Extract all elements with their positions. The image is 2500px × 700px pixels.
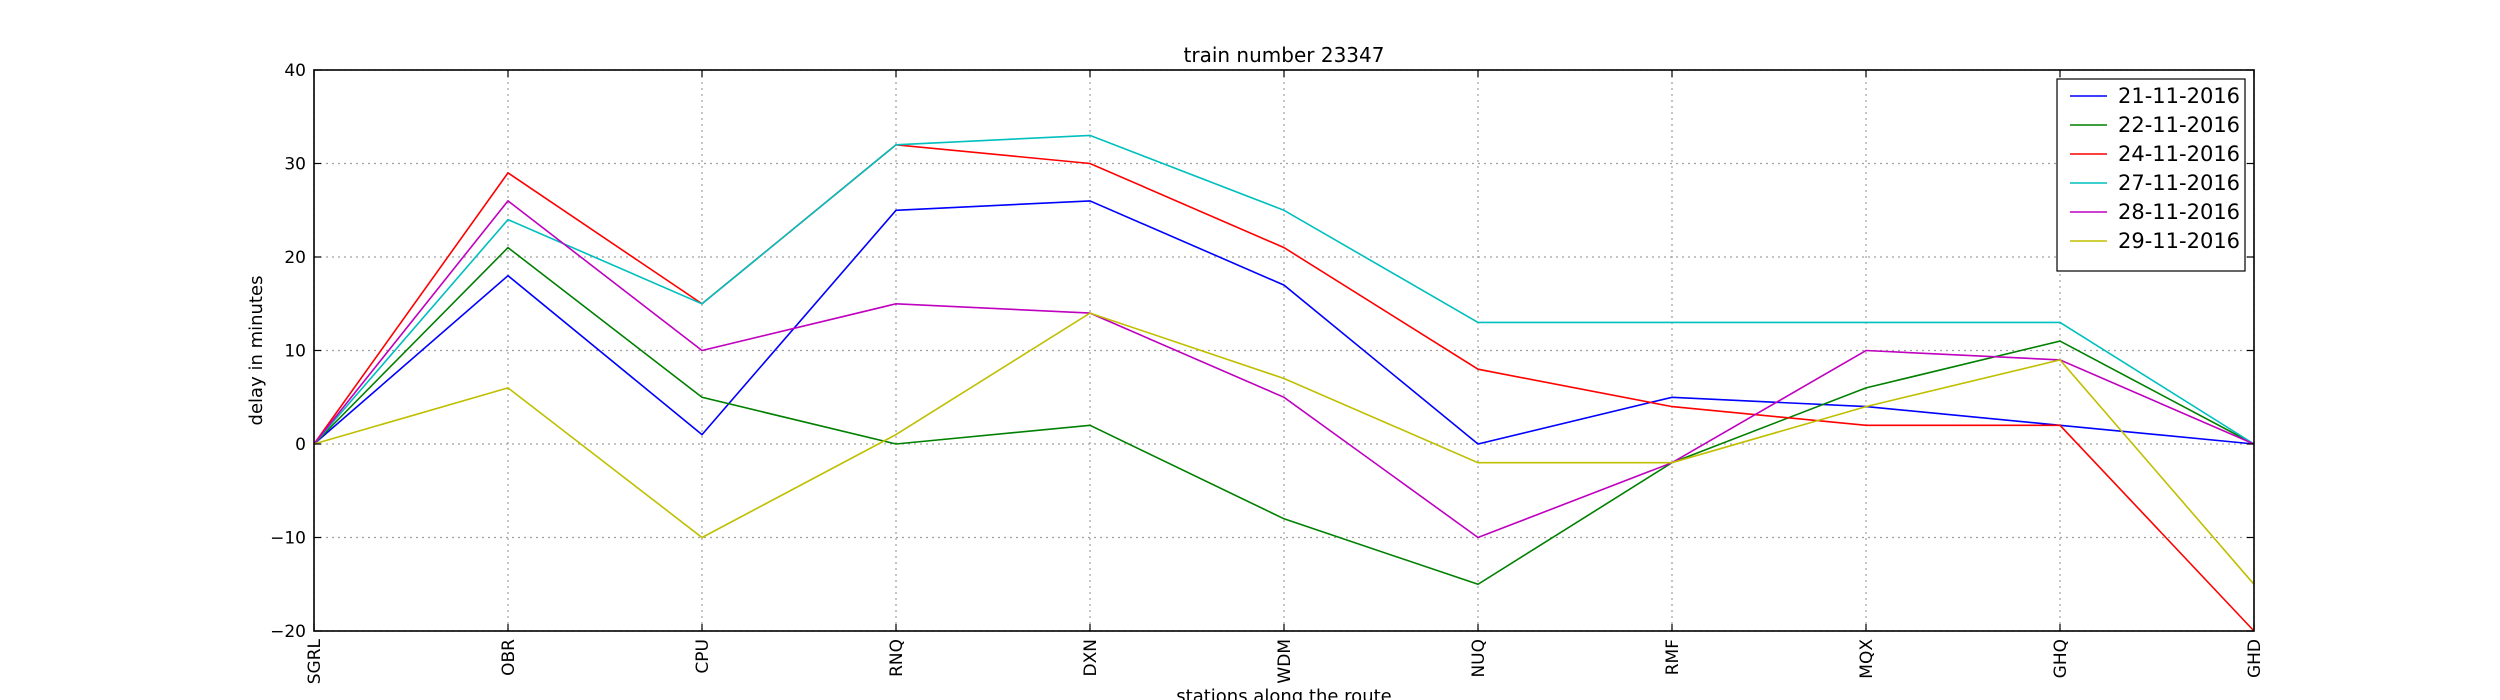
y-tick-label: −10 <box>270 529 306 549</box>
legend-box <box>2056 78 2246 272</box>
y-tick-label: −20 <box>270 622 306 642</box>
legend-entry: 27-11-2016 <box>2118 171 2240 195</box>
y-axis-label: delay in minutes <box>246 276 267 426</box>
legend-entry: 21-11-2016 <box>2118 84 2240 108</box>
series-line-28-11-2016 <box>313 199 2255 539</box>
x-tick-label: WDM <box>1275 639 1295 684</box>
legend: 21-11-2016 22-11-2016 24-11-2016 27-11-2016… <box>2056 78 2246 272</box>
legend-entry: 24-11-2016 <box>2118 142 2240 166</box>
series-line-22-11-2016 <box>313 246 2255 586</box>
y-tick-label: 20 <box>284 248 306 268</box>
x-tick-label: SGRL <box>305 638 325 684</box>
x-tick-label: DXN <box>1081 639 1101 676</box>
x-axis-label: stations along the route <box>1176 686 1391 700</box>
series-line-24-11-2016 <box>313 143 2255 632</box>
x-tick-label: NUQ <box>1469 639 1489 678</box>
x-tick-label: GHD <box>2245 639 2265 678</box>
chart-title: train number 23347 <box>1184 43 1385 67</box>
x-tick-label: CPU <box>693 639 713 674</box>
x-tick-label: OBR <box>499 639 519 676</box>
series-line-21-11-2016 <box>313 200 2255 445</box>
series-lines <box>313 134 2255 632</box>
x-tick-label: MQX <box>1857 639 1877 679</box>
axis-ticks: −20 −10 0 10 20 30 40 SGRL OBR CPU RNQ DXN WDM NUQ RMF… <box>270 61 2265 684</box>
x-tick-label: RNQ <box>887 639 907 677</box>
x-tick-label: RMF <box>1663 639 1683 675</box>
x-tick-label: GHQ <box>2051 639 2071 678</box>
legend-entry: 29-11-2016 <box>2118 229 2240 253</box>
series-line-27-11-2016 <box>313 134 2255 445</box>
series-line-29-11-2016 <box>313 312 2255 585</box>
y-tick-label: 0 <box>295 435 306 455</box>
y-tick-label: 30 <box>284 155 306 175</box>
y-tick-label: 40 <box>284 61 306 81</box>
y-tick-label: 10 <box>284 342 306 362</box>
legend-entry: 22-11-2016 <box>2118 113 2240 137</box>
legend-entry: 28-11-2016 <box>2118 200 2240 224</box>
